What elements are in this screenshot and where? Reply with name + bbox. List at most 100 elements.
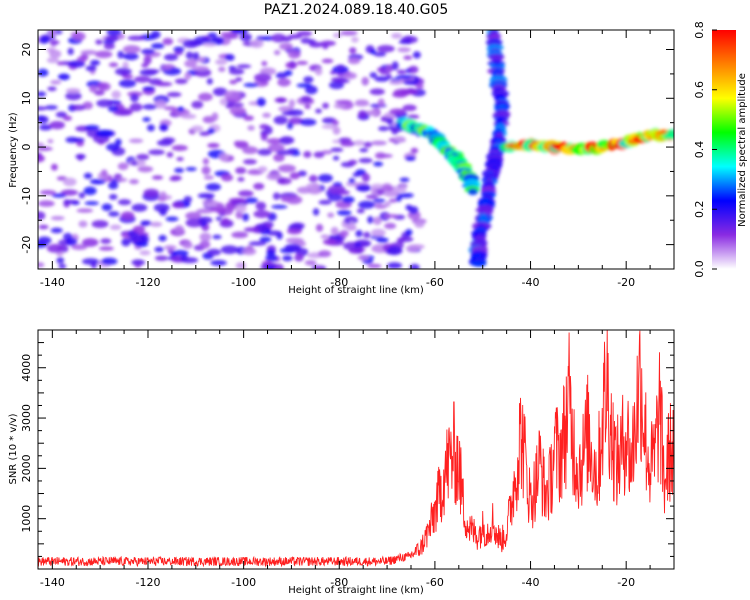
snr-x-tick-label: -120 [136, 576, 161, 589]
spectrogram-noise-blob [201, 166, 211, 175]
spectrogram-noise-blob [154, 255, 169, 261]
spectrogram-noise-blob [118, 79, 137, 88]
spectrogram-noise-blob [231, 30, 249, 35]
spectrogram-noise-blob [279, 42, 293, 51]
spectrogram-noise-blob [318, 250, 332, 258]
spectrogram-noise-blob [372, 198, 386, 203]
spectrogram-noise-blob [229, 106, 247, 116]
spectrogram-noise-blob [264, 125, 273, 135]
spectrogram-noise-blob [203, 175, 214, 180]
spectrogram-noise-blob [412, 51, 421, 59]
spectrogram-noise-blob [336, 79, 350, 84]
spectrogram-noise-blob [150, 221, 163, 227]
spectrogram-noise-blob [60, 189, 79, 196]
spectrogram-noise-blob [336, 64, 346, 71]
spectrogram-noise-blob [388, 79, 404, 85]
spectrogram-noise-blob [254, 73, 272, 83]
spectrogram-noise-blob [399, 177, 410, 183]
spectrogram-noise-blob [109, 224, 122, 231]
spectrogram-noise-blob [141, 63, 149, 68]
spectrogram-noise-blob [282, 255, 293, 262]
spectrogram-noise-blob [57, 73, 70, 81]
spectrogram-noise-blob [173, 46, 185, 53]
spectrogram-noise-blob [314, 67, 323, 76]
spectrogram-noise-blob [50, 80, 62, 85]
spectrogram-noise-blob [182, 39, 199, 49]
spectrogram-noise-blob [139, 250, 151, 256]
spectrogram-noise-blob [170, 175, 182, 181]
spectrogram-noise-blob [356, 184, 372, 192]
spectrogram-noise-blob [38, 115, 49, 124]
spectrogram-y-axis-label: Frequency (Hz) [8, 112, 19, 188]
spectrogram-noise-blob [153, 203, 170, 213]
spectrogram-noise-blob [106, 143, 120, 152]
spectrogram-noise-blob [111, 90, 121, 99]
spectrogram-noise-blob [405, 228, 413, 236]
spectrogram-noise-blob [130, 93, 139, 103]
spectrogram-noise-blob [332, 32, 343, 38]
spectrogram-noise-blob [393, 135, 406, 142]
spectrogram-noise-blob [166, 92, 182, 98]
spectrogram-noise-blob [303, 76, 314, 84]
spectrogram-noise-blob [103, 42, 115, 50]
spectrogram-noise-blob [67, 47, 74, 56]
spectrogram-noise-blob [285, 61, 298, 69]
spectrogram-noise-blob [304, 260, 317, 266]
spectrogram-noise-blob [410, 147, 419, 154]
spectrogram-noise-blob [197, 216, 213, 224]
spectrogram-noise-blob [116, 177, 128, 182]
spectrogram-noise-blob [242, 146, 259, 155]
spectrogram-noise-blob [89, 178, 106, 185]
spectrogram-noise-blob [266, 173, 283, 181]
spectrogram-noise-blob [163, 245, 177, 250]
spectrogram-noise-blob [250, 39, 264, 48]
spectrogram-y-tick-label: -10 [20, 187, 33, 205]
spectrogram-noise-blob [185, 211, 202, 220]
spectrogram-y-tick-label: 0 [20, 144, 33, 151]
spectrogram-noise-blob [296, 83, 312, 88]
spectrogram-noise-blob [262, 35, 275, 41]
spectrogram-noise-blob [320, 234, 330, 239]
spectrogram-noise-blob [348, 159, 358, 165]
spectrogram-noise-blob [261, 60, 268, 67]
spectrogram-noise-blob [38, 262, 45, 268]
snr-x-tick-label: -40 [522, 576, 540, 589]
spectrogram-noise-blob [72, 31, 86, 41]
snr-series-line [38, 330, 674, 568]
spectrogram-noise-blob [218, 152, 229, 161]
spectrogram-noise-blob [370, 228, 386, 237]
spectrogram-noise-blob [219, 98, 228, 106]
spectrogram-noise-blob [397, 192, 414, 199]
spectrogram-noise-blob [65, 91, 82, 101]
spectrogram-noise-blob [142, 117, 151, 122]
spectrogram-noise-blob [157, 196, 167, 202]
spectrogram-noise-blob [202, 157, 210, 165]
spectrogram-noise-blob [83, 186, 97, 196]
spectrogram-noise-blob [315, 108, 322, 114]
spectrogram-noise-blob [358, 200, 376, 209]
spectrogram-noise-blob [108, 211, 120, 217]
spectrogram-noise-blob [253, 182, 265, 190]
spectrogram-noise-blob [219, 31, 238, 37]
spectrogram-noise-blob [242, 247, 257, 256]
spectrogram-noise-blob [348, 221, 356, 230]
spectrogram-noise-blob [229, 79, 238, 85]
colorbar-tick-label: 0.6 [693, 81, 706, 99]
spectrogram-noise-blob [134, 76, 151, 83]
spectrogram-noise-blob [315, 223, 324, 232]
spectrogram-noise-blob [91, 220, 109, 228]
spectrogram-noise-blob [38, 91, 47, 97]
spectrogram-noise-blob [151, 43, 165, 50]
spectrogram-noise-blob [55, 111, 68, 118]
spectrogram-noise-blob [202, 42, 217, 47]
spectrogram-y-tick-label: 10 [20, 91, 33, 105]
spectrogram-noise-blob [56, 61, 64, 66]
spectrogram-noise-blob [83, 172, 93, 180]
spectrogram-noise-blob [181, 113, 197, 119]
spectrogram-noise-blob [185, 166, 197, 172]
spectrogram-noise-blob [140, 48, 156, 55]
spectrogram-noise-blob [236, 64, 252, 69]
spectrogram-noise-blob [386, 246, 403, 256]
spectrogram-noise-blob [387, 262, 403, 269]
